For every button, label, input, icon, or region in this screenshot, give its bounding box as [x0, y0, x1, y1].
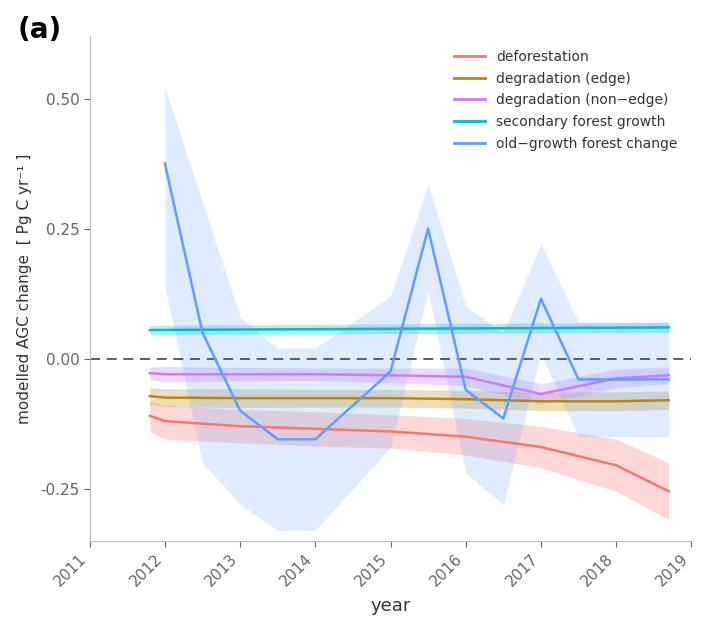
Y-axis label: modelled AGC change  [ Pg C yr⁻¹ ]: modelled AGC change [ Pg C yr⁻¹ ]: [17, 153, 32, 423]
X-axis label: year: year: [370, 597, 411, 616]
Text: (a): (a): [18, 16, 62, 44]
Legend: deforestation, degradation (edge), degradation (non−edge), secondary forest grow: deforestation, degradation (edge), degra…: [447, 43, 685, 157]
